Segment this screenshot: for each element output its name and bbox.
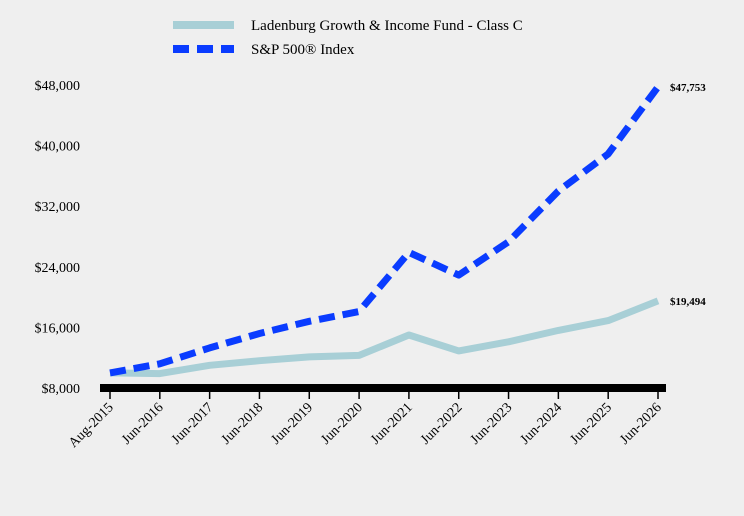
y-tick-label: $8,000 [42, 382, 81, 397]
y-tick-label: $40,000 [35, 140, 81, 155]
index-series-line [109, 84, 661, 377]
y-tick-label: $24,000 [35, 261, 81, 276]
x-tick-label: Jun-2023 [468, 400, 515, 447]
x-tick-label: Jun-2018 [219, 400, 266, 447]
y-tick-label: $48,000 [35, 79, 81, 94]
x-tick-label: Jun-2019 [269, 400, 316, 447]
y-tick-label: $32,000 [35, 200, 81, 215]
x-tick-label: Jun-2017 [169, 400, 216, 447]
x-tick-label: Jun-2024 [518, 400, 565, 447]
x-tick-label: Jun-2016 [119, 400, 166, 447]
fund-end-value-label: $19,494 [670, 296, 706, 308]
x-axis-line [100, 384, 666, 392]
legend-label-index: S&P 500® Index [251, 42, 355, 58]
x-tick-label: Jun-2026 [617, 400, 664, 447]
y-tick-label: $16,000 [35, 321, 81, 336]
x-tick-label: Aug-2015 [66, 400, 117, 451]
fund-series-line [109, 297, 660, 378]
x-tick-label: Jun-2021 [368, 400, 415, 447]
x-tick-label: Jun-2020 [318, 400, 365, 447]
x-tick-label: Jun-2022 [418, 400, 465, 447]
index-end-value-label: $47,753 [670, 82, 706, 94]
legend-label-fund: Ladenburg Growth & Income Fund - Class C [251, 18, 523, 34]
x-tick-label: Jun-2025 [568, 400, 615, 447]
